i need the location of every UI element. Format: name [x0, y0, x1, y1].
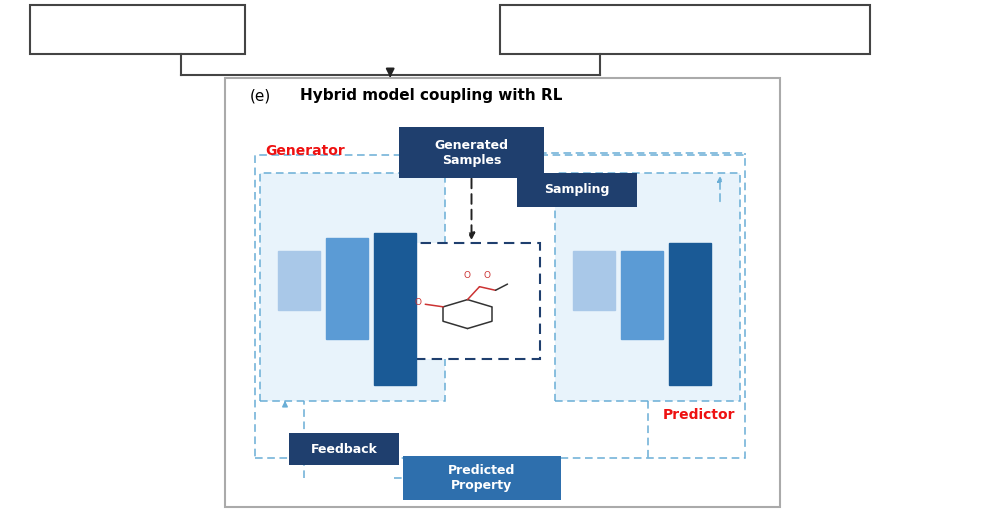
Text: Sampling: Sampling: [544, 184, 610, 196]
Text: Generator: Generator: [265, 144, 345, 158]
Bar: [621, 251, 663, 339]
FancyBboxPatch shape: [399, 127, 544, 178]
FancyBboxPatch shape: [500, 5, 870, 54]
Text: Feedback: Feedback: [311, 443, 377, 456]
Text: (e): (e): [250, 88, 271, 103]
Bar: [669, 243, 711, 385]
FancyBboxPatch shape: [289, 433, 399, 465]
Text: Generated
Samples: Generated Samples: [435, 139, 509, 166]
Text: O: O: [415, 298, 422, 307]
Text: Predicted
Property: Predicted Property: [448, 464, 516, 492]
Text: Hybrid model coupling with RL: Hybrid model coupling with RL: [300, 88, 562, 103]
Bar: [278, 251, 320, 310]
FancyBboxPatch shape: [415, 243, 540, 359]
FancyBboxPatch shape: [403, 456, 561, 500]
FancyBboxPatch shape: [555, 173, 740, 401]
Bar: [573, 251, 615, 310]
Bar: [326, 238, 368, 339]
FancyBboxPatch shape: [30, 5, 245, 54]
Text: O: O: [484, 271, 491, 280]
FancyBboxPatch shape: [225, 78, 780, 507]
Text: Predictor: Predictor: [662, 408, 735, 422]
Text: O: O: [464, 271, 471, 280]
Bar: [374, 233, 416, 385]
FancyBboxPatch shape: [260, 173, 445, 401]
FancyBboxPatch shape: [517, 173, 637, 207]
